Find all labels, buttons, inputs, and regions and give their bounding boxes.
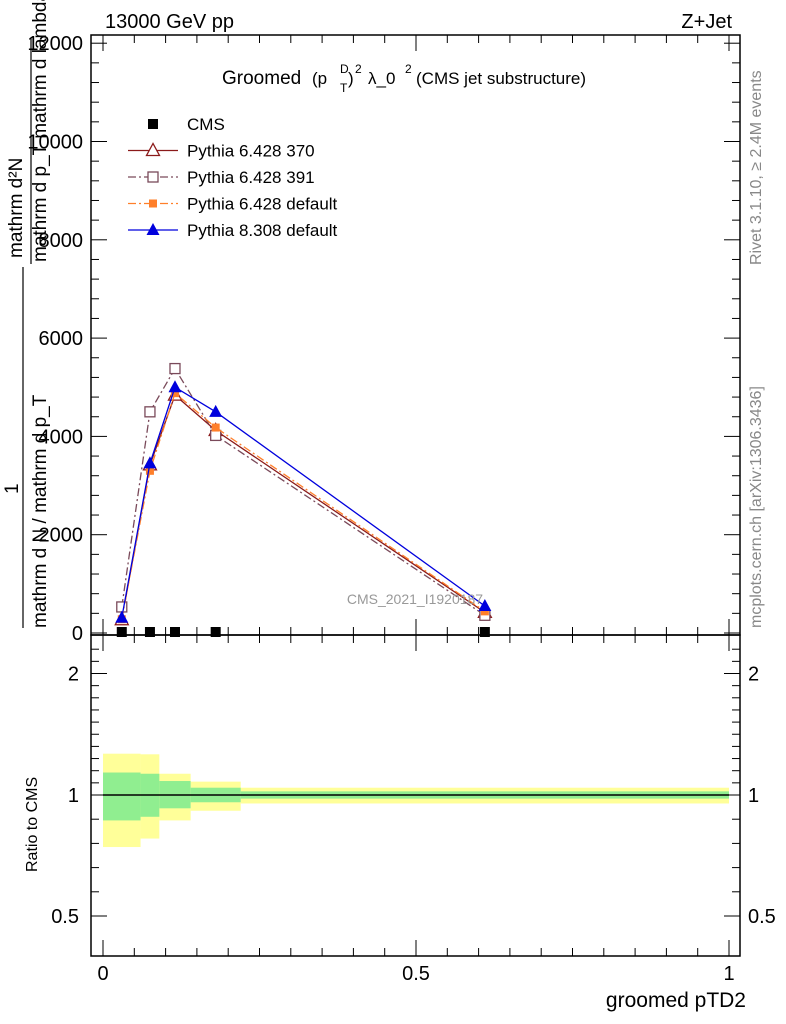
main-y-tick-label: 8000 [39, 230, 84, 252]
chart-title: Groomed (p D T ) 2 λ_0 2 (CMS jet substr… [222, 62, 586, 95]
series-1 [114, 386, 493, 626]
main-y-tick-label: 6000 [39, 328, 84, 350]
main-y-tick-label: 4000 [39, 426, 84, 448]
data-point [209, 404, 223, 417]
legend-label: Pythia 6.428 default [187, 195, 338, 214]
ratio-y-tick-label: 0.5 [51, 906, 79, 928]
ratio-y-tick-label-right: 1 [748, 785, 759, 807]
title-sub: T [340, 81, 348, 95]
main-series-group [114, 362, 493, 637]
series-line [121, 386, 486, 618]
ylabel-numerator-top: mathrm d²N [6, 158, 27, 258]
title-rest: λ_0 [368, 69, 395, 88]
ratio-uncertainty-bands [103, 753, 729, 848]
axis-ticks: 0 2000 4000 6000 8000 10000 12000 0 0.5 1 0.5 0.5 1 1… [27, 33, 775, 985]
ratio-y-tick-label: 2 [68, 664, 79, 686]
main-y-tick-label: 0 [72, 623, 83, 645]
ylabel-denominator: mathrm d N / mathrm d p_T [30, 394, 51, 628]
ratio-inner-band [103, 772, 141, 821]
title-main: Groomed [222, 68, 301, 89]
x-tick-label: 0.5 [402, 963, 430, 985]
ratio-y-tick-label: 1 [68, 785, 79, 807]
ratio-y-tick-label-right: 0.5 [748, 906, 776, 928]
legend-label: CMS [187, 115, 225, 134]
data-point [115, 610, 129, 623]
x-tick-label: 1 [723, 963, 734, 985]
x-tick-label: 0 [97, 963, 108, 985]
title-sup1: D [340, 62, 349, 76]
main-y-axis-label: mathrm d²N mathrm d p_T mathrm d lambda … [2, 0, 51, 628]
process-label: Z+Jet [681, 11, 732, 33]
series-line [121, 393, 486, 620]
legend-label: Pythia 6.428 370 [187, 142, 315, 161]
data-point [144, 627, 155, 637]
data-point [169, 627, 180, 637]
data-point [210, 627, 221, 637]
rivet-label: Rivet 3.1.10, ≥ 2.4M events [748, 70, 765, 265]
mcplots-label: mcplots.cern.ch [arXiv:1306.3436] [748, 386, 765, 628]
data-point [145, 466, 154, 475]
data-point [169, 362, 181, 375]
legend-marker [147, 171, 159, 183]
series-0 [116, 627, 490, 637]
svg-text:(p: (p [312, 69, 327, 88]
series-line [121, 367, 486, 616]
data-point [478, 598, 492, 611]
data-point [168, 380, 182, 393]
ratio-y-axis-label: Ratio to CMS [24, 777, 41, 872]
series-3 [117, 389, 489, 624]
legend-label: Pythia 6.428 391 [187, 168, 315, 187]
series-4 [115, 380, 492, 623]
legend: CMS Pythia 6.428 370 Pythia 6.428 391 Pythi… [128, 115, 338, 240]
data-point [210, 429, 222, 442]
main-y-tick-label: 2000 [39, 525, 84, 547]
data-point [480, 607, 489, 616]
ylabel-numerator-bottom: mathrm d p_T mathrm d lambda [30, 0, 51, 262]
main-y-tick-label: 10000 [27, 132, 83, 154]
data-point [211, 423, 220, 432]
svg-text:Groomed: Groomed [222, 68, 301, 89]
data-point [170, 389, 179, 398]
main-y-tick-label: 12000 [27, 33, 83, 55]
title-tail: (CMS jet substructure) [416, 69, 586, 88]
data-point [144, 406, 156, 418]
data-point [479, 627, 490, 637]
x-axis-label: groomed pTD2 [606, 989, 746, 1012]
svg-text:): ) [348, 69, 354, 88]
legend-marker [145, 142, 161, 157]
ratio-y-tick-label-right: 2 [748, 664, 759, 686]
title-sup2: 2 [355, 62, 362, 76]
legend-marker [146, 223, 160, 235]
ylabel-left-frac: 1 [2, 483, 23, 494]
series-line [121, 392, 486, 620]
data-point [116, 627, 127, 637]
legend-marker [149, 199, 157, 208]
legend-label: Pythia 8.308 default [187, 221, 338, 240]
legend-marker [148, 119, 158, 129]
energy-label: 13000 GeV pp [105, 11, 234, 33]
data-point [143, 456, 157, 469]
title-sup3: 2 [405, 62, 412, 76]
watermark: CMS_2021_I1920187 [347, 591, 483, 607]
